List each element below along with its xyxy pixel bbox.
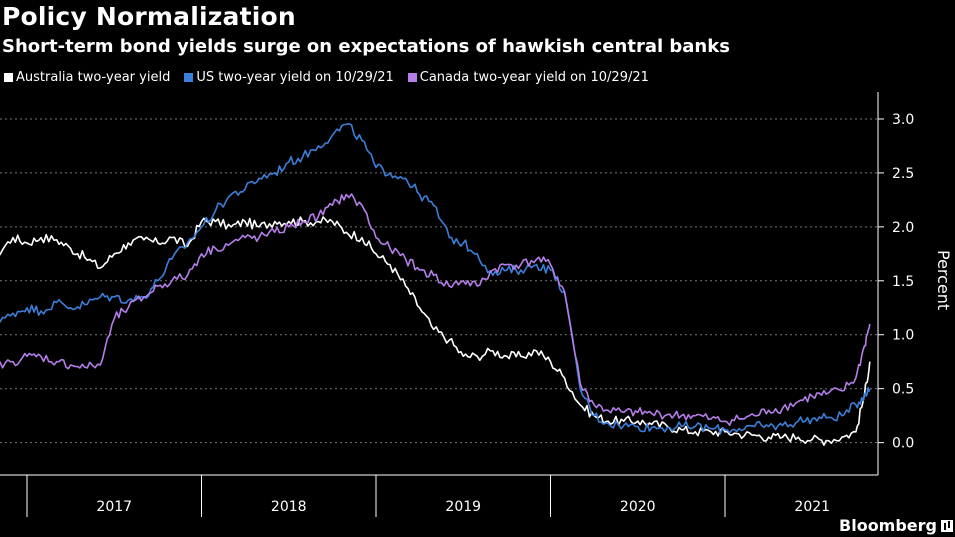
legend-label-australia: Australia two-year yield <box>16 70 171 85</box>
y-axis-label: Percent <box>934 250 953 310</box>
x-tick-label-2: 2019 <box>445 499 481 515</box>
legend-swatch-canada <box>407 73 417 82</box>
y-tick-label-5: 2.5 <box>892 166 914 182</box>
legend-swatch-australia <box>4 73 13 82</box>
x-tick-label-1: 2018 <box>271 499 307 515</box>
legend-item-canada: Canada two-year yield on 10/29/21 <box>407 70 649 85</box>
legend: Australia two-year yield US two-year yie… <box>4 70 649 85</box>
series-line-1 <box>0 122 871 435</box>
legend-label-us: US two-year yield on 10/29/21 <box>196 70 394 85</box>
brand-logo: Bloomberg <box>839 516 953 535</box>
legend-item-australia: Australia two-year yield <box>4 70 170 85</box>
brand-name: Bloomberg <box>839 516 937 535</box>
legend-item-us: US two-year yield on 10/29/21 <box>184 70 394 85</box>
x-tick-label-4: 2021 <box>794 499 830 515</box>
series-line-0 <box>0 216 871 446</box>
x-tick-label-3: 2020 <box>620 499 656 515</box>
x-tick-label-0: 2017 <box>96 499 132 515</box>
legend-swatch-us <box>184 73 194 82</box>
y-tick-label-0: 0.0 <box>892 436 914 452</box>
y-tick-label-1: 0.5 <box>892 382 914 398</box>
legend-label-canada: Canada two-year yield on 10/29/21 <box>419 70 649 85</box>
series-line-2 <box>0 193 871 426</box>
y-tick-label-6: 3.0 <box>892 112 914 128</box>
y-tick-label-2: 1.0 <box>892 328 914 344</box>
y-tick-label-4: 2.0 <box>892 220 914 236</box>
bloomberg-icon <box>941 519 953 532</box>
y-tick-label-3: 1.5 <box>892 274 914 290</box>
chart-subtitle: Short-term bond yields surge on expectat… <box>2 36 730 57</box>
chart-title: Policy Normalization <box>2 2 296 31</box>
